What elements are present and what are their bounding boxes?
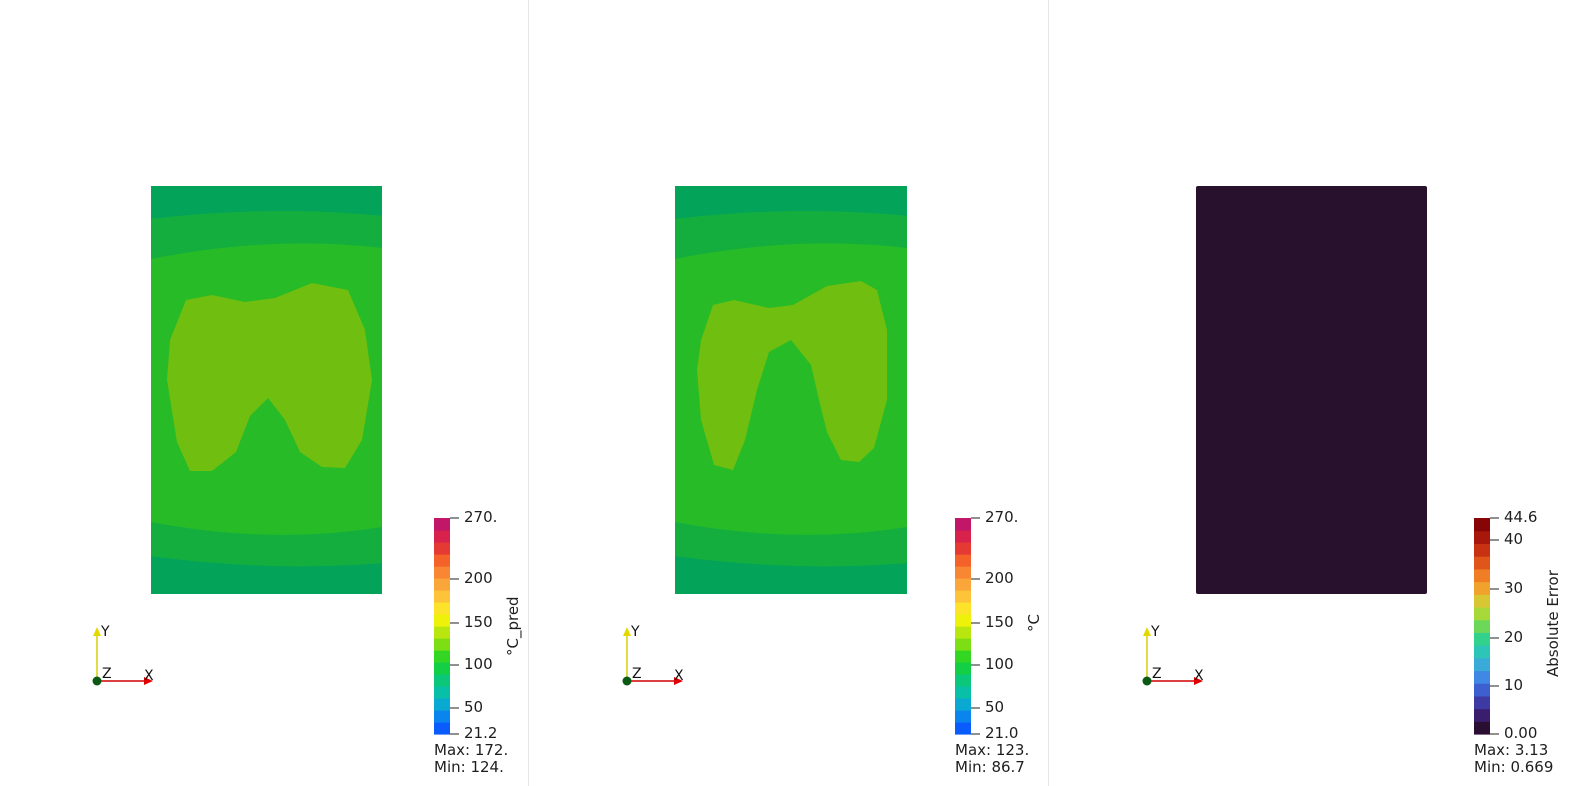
colorbar (434, 517, 459, 735)
predicted-temperature-field (151, 186, 382, 594)
max-value-label: Max: 172. (434, 741, 509, 759)
colorbar-title: °C (1025, 614, 1043, 632)
min-value-label: Min: 124. (434, 758, 504, 776)
colorbar-tick-label: 30 (1504, 579, 1524, 597)
axis-y-label: Y (631, 624, 640, 640)
axis-x-label: X (144, 668, 154, 684)
colorbar-tick-label: 50 (985, 698, 1005, 716)
panel-separator-1 (528, 0, 529, 786)
min-value-label: Min: 86.7 (955, 758, 1025, 776)
orientation-axes (92, 627, 153, 686)
axis-x-label: X (674, 668, 684, 684)
colorbar-tick-label: 10 (1504, 676, 1524, 694)
orientation-axes (622, 627, 683, 686)
axis-y-label: Y (101, 624, 110, 640)
panel-separator-2 (1048, 0, 1049, 786)
colorbar-tick-label: 150 (464, 613, 493, 631)
max-value-label: Max: 123. (955, 741, 1030, 759)
colorbar-tick-label: 21.2 (464, 724, 498, 742)
axis-z-label: Z (632, 666, 642, 682)
colorbar-tick-label: 200 (464, 569, 493, 587)
colorbar-tick-label: 44.6 (1504, 508, 1538, 526)
axis-z-label: Z (102, 666, 112, 682)
axis-z-label: Z (1152, 666, 1162, 682)
ground-truth-temperature-field (675, 186, 907, 594)
axis-y-label: Y (1151, 624, 1160, 640)
colorbar-tick-label: 200 (985, 569, 1014, 587)
colorbar-tick-label: 100 (985, 655, 1014, 673)
max-value-label: Max: 3.13 (1474, 741, 1549, 759)
colorbar-tick-label: 150 (985, 613, 1014, 631)
ground-truth-temperature-view[interactable]: Y Z X 270. 200 150 100 50 21.0 °C Max: 1… (529, 0, 1048, 786)
colorbar-title: Absolute Error (1544, 570, 1562, 677)
colorbar-tick-label: 100 (464, 655, 493, 673)
colorbar-tick-label: 50 (464, 698, 484, 716)
colorbar-tick-label: 270. (464, 508, 498, 526)
colorbar-tick-label: 40 (1504, 530, 1524, 548)
absolute-error-view[interactable]: Y Z X 44.6 40 30 20 10 0.00 Absolute Err… (1049, 0, 1582, 786)
min-value-label: Min: 0.669 (1474, 758, 1554, 776)
colorbar (1474, 517, 1499, 735)
colorbar-tick-label: 270. (985, 508, 1019, 526)
predicted-temperature-view[interactable]: Y Z X 270. 200 150 100 50 21.2 °C_pred M… (0, 0, 528, 786)
colorbar-tick-label: 0.00 (1504, 724, 1538, 742)
colorbar (955, 517, 980, 735)
absolute-error-field (1196, 186, 1427, 594)
colorbar-title: °C_pred (504, 596, 522, 656)
orientation-axes (1142, 627, 1203, 686)
axis-x-label: X (1194, 668, 1204, 684)
colorbar-tick-label: 20 (1504, 628, 1524, 646)
colorbar-tick-label: 21.0 (985, 724, 1019, 742)
